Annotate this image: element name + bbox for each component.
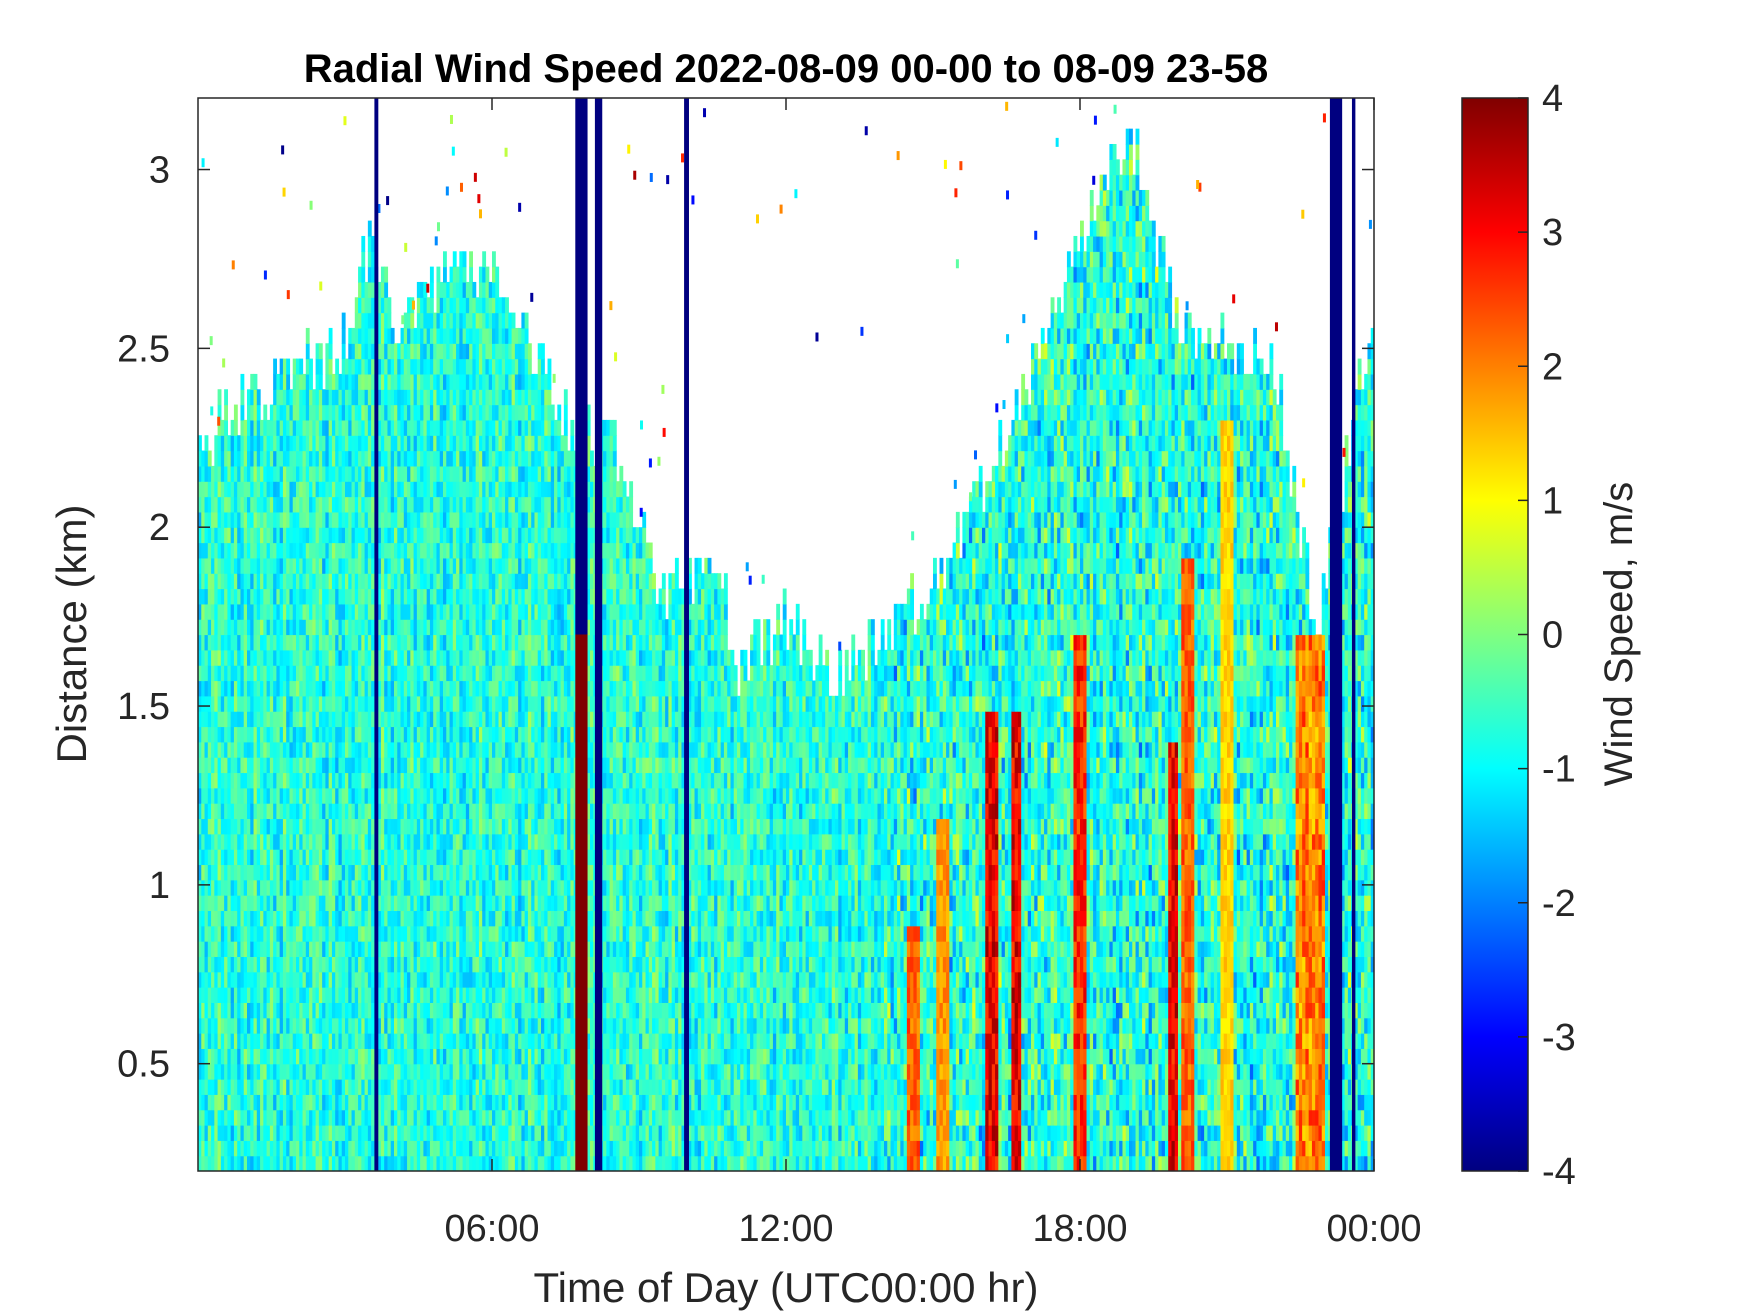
- heatmap-cell: [361, 267, 365, 283]
- heatmap-cell: [263, 405, 267, 421]
- heatmap-cell: [309, 374, 313, 390]
- heatmap-cell: [257, 405, 261, 421]
- heatmap-cell: [234, 420, 238, 436]
- heatmap-cell: [361, 236, 365, 252]
- heatmap-cell: [286, 359, 290, 375]
- heatmap-cell: [485, 267, 489, 283]
- heatmap-cell: [319, 343, 323, 359]
- heatmap-cell: [463, 267, 467, 283]
- heatmap-cell: [335, 359, 339, 375]
- heatmap-cell: [309, 359, 313, 375]
- heatmap-cell: [319, 374, 323, 390]
- heatmap-cell: [443, 267, 447, 283]
- heatmap-cell: [273, 359, 277, 375]
- heatmap-cell: [410, 313, 414, 329]
- heatmap-cell: [208, 451, 212, 467]
- heatmap-cell: [342, 313, 346, 329]
- heatmap-cell: [463, 251, 467, 267]
- heatmap-cell: [430, 267, 434, 283]
- heatmap-cell: [387, 313, 391, 329]
- chart-title: Radial Wind Speed 2022-08-09 00-00 to 08…: [304, 47, 1269, 91]
- heatmap-cell: [218, 389, 222, 405]
- heatmap-cell: [361, 251, 365, 267]
- heatmap-cell: [387, 297, 391, 313]
- heatmap-cell: [306, 328, 310, 344]
- heatmap-cell: [240, 405, 244, 421]
- heatmap-cell: [436, 267, 440, 283]
- heatmap-cell: [306, 343, 310, 359]
- heatmap-cell: [299, 359, 303, 375]
- heatmap-cell: [329, 328, 333, 344]
- heatmap-cell: [254, 374, 258, 390]
- heatmap-cell: [342, 328, 346, 344]
- heatmap-cell: [257, 389, 261, 405]
- heatmap-cell: [453, 251, 457, 267]
- heatmap-cell: [368, 221, 372, 237]
- heatmap-cell: [430, 297, 434, 313]
- heatmap-cell: [224, 405, 228, 421]
- heatmap-cell: [224, 389, 228, 405]
- heatmap-cell: [240, 389, 244, 405]
- heatmap-cell: [492, 251, 496, 267]
- heatmap-cell: [342, 343, 346, 359]
- heatmap-cell: [329, 359, 333, 375]
- heatmap-cell: [384, 267, 388, 283]
- heatmap-cell: [224, 420, 228, 436]
- heatmap-cell: [482, 251, 486, 267]
- heatmap-cell: [469, 251, 473, 267]
- heatmap-cell: [319, 359, 323, 375]
- heatmap-cell: [469, 267, 473, 283]
- heatmap-cell: [234, 405, 238, 421]
- heatmap-cell: [286, 374, 290, 390]
- heatmap-cell: [329, 343, 333, 359]
- heatmap-cell: [205, 435, 209, 451]
- heatmap-cell: [391, 328, 395, 344]
- heatmap-cell: [430, 282, 434, 298]
- heatmap-plot-area: [198, 98, 1375, 1172]
- heatmap-cell: [240, 374, 244, 390]
- heatmap-cell: [443, 251, 447, 267]
- heatmap-cell: [384, 282, 388, 298]
- heatmap-cell: [472, 282, 476, 298]
